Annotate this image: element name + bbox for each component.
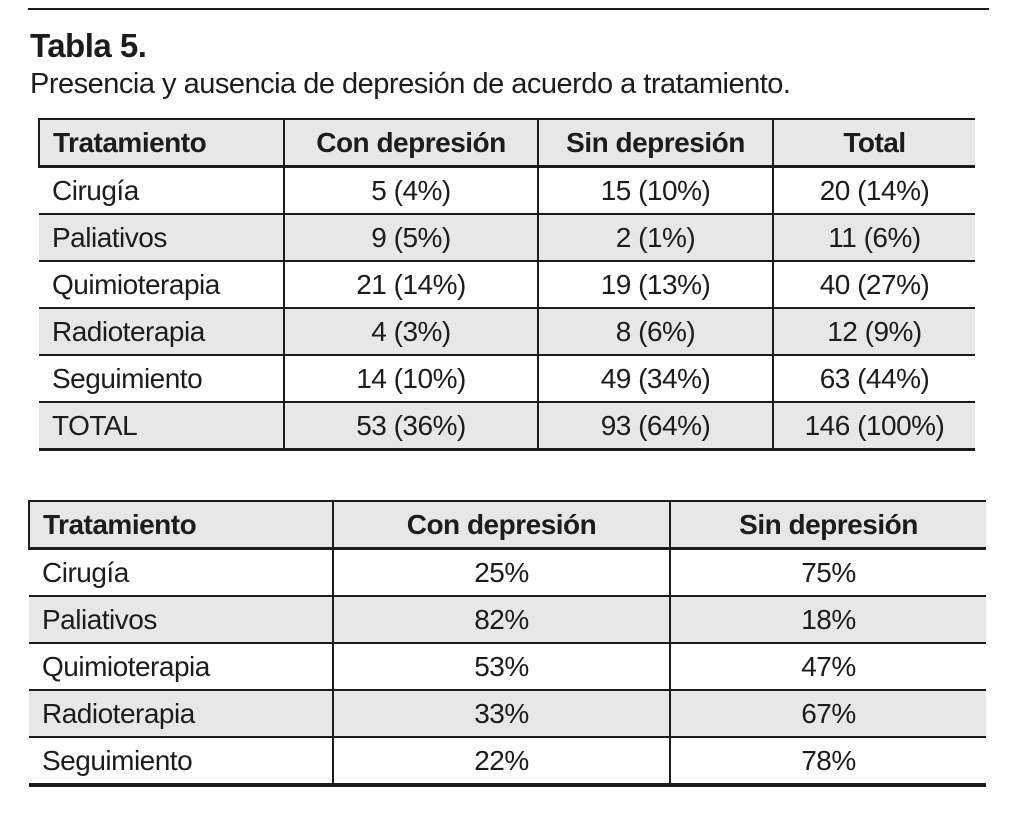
cell-con-depresion: 33% (332, 690, 670, 737)
table-row: Radioterapia 33% 67% (29, 690, 986, 737)
table-row: Paliativos 9 (5%) 2 (1%) 11 (6%) (39, 214, 975, 261)
cell-con-depresion: 53% (332, 643, 670, 690)
cell-con-depresion: 9 (5%) (283, 214, 538, 261)
table-row: Paliativos 82% 18% (29, 596, 986, 643)
cell-con-depresion: 4 (3%) (283, 308, 538, 355)
row-label: Radioterapia (52, 315, 205, 347)
counts-header-con-depresion: Con depresión (283, 119, 538, 167)
cell-total: 40 (27%) (772, 261, 975, 308)
cell-total: 63 (44%) (772, 355, 975, 402)
row-label: Seguimiento (52, 362, 203, 394)
cell-sin-depresion: 2 (1%) (537, 214, 773, 261)
row-label: Quimioterapia (52, 268, 220, 300)
table-row: Radioterapia 4 (3%) 8 (6%) 12 (9%) (39, 308, 975, 355)
row-label: Radioterapia (42, 697, 195, 729)
cell-sin-depresion: 47% (669, 643, 986, 690)
cell-total: 11 (6%) (772, 214, 975, 261)
cell-con-depresion: 5 (4%) (283, 166, 538, 214)
cell-total: 12 (9%) (772, 308, 975, 355)
cell-total: 20 (14%) (772, 166, 975, 214)
cell-sin-depresion: 78% (669, 737, 986, 785)
row-label: Cirugía (52, 174, 139, 206)
percentages-table: Tratamiento Con depresión Sin depresión … (28, 500, 986, 787)
row-label: Paliativos (52, 221, 167, 253)
percentages-header-tratamiento: Tratamiento (28, 501, 333, 549)
percentages-header-row: Tratamiento Con depresión Sin depresión (28, 501, 986, 549)
top-rule (28, 8, 989, 10)
table-row: Seguimiento 22% 78% (29, 737, 986, 785)
cell-con-depresion: 22% (332, 737, 670, 785)
row-label: Seguimiento (42, 744, 193, 776)
cell-sin-depresion: 18% (669, 596, 986, 643)
counts-table: Tratamiento Con depresión Sin depresión … (38, 118, 975, 451)
table-number-heading: Tabla 5. (30, 27, 147, 64)
cell-con-depresion: 14 (10%) (283, 355, 538, 402)
cell-total: 146 (100%) (772, 402, 975, 450)
cell-sin-depresion: 19 (13%) (537, 261, 773, 308)
table-row: Cirugía 5 (4%) 15 (10%) 20 (14%) (39, 166, 975, 214)
counts-header-row: Tratamiento Con depresión Sin depresión … (38, 119, 975, 167)
table-row: Seguimiento 14 (10%) 49 (34%) 63 (44%) (39, 355, 975, 402)
counts-header-sin-depresion: Sin depresión (537, 119, 773, 167)
cell-con-depresion: 25% (332, 548, 670, 596)
table-row: Cirugía 25% 75% (29, 548, 986, 596)
table-row: Quimioterapia 53% 47% (29, 643, 986, 690)
percentages-header-con-depresion: Con depresión (332, 501, 670, 549)
row-label: Quimioterapia (42, 650, 210, 682)
row-label: TOTAL (52, 409, 138, 441)
percentages-header-sin-depresion: Sin depresión (669, 501, 986, 549)
row-label: Paliativos (42, 603, 157, 635)
cell-sin-depresion: 49 (34%) (537, 355, 773, 402)
row-label: Cirugía (42, 556, 129, 588)
cell-sin-depresion: 75% (669, 548, 986, 596)
counts-header-tratamiento: Tratamiento (38, 119, 284, 167)
table-total-row: TOTAL 53 (36%) 93 (64%) 146 (100%) (39, 402, 975, 450)
cell-con-depresion: 82% (332, 596, 670, 643)
cell-sin-depresion: 67% (669, 690, 986, 737)
cell-sin-depresion: 15 (10%) (537, 166, 773, 214)
cell-sin-depresion: 8 (6%) (537, 308, 773, 355)
table-row: Quimioterapia 21 (14%) 19 (13%) 40 (27%) (39, 261, 975, 308)
cell-con-depresion: 21 (14%) (283, 261, 538, 308)
table-caption: Presencia y ausencia de depresión de acu… (30, 68, 791, 100)
counts-header-total: Total (772, 119, 975, 167)
cell-sin-depresion: 93 (64%) (537, 402, 773, 450)
cell-con-depresion: 53 (36%) (283, 402, 538, 450)
